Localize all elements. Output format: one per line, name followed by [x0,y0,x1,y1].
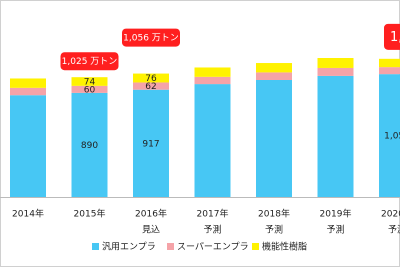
total-callout [60,52,119,71]
x-tick-note: 予測 [388,224,400,236]
bar-segment [256,80,292,197]
bar-segment [379,67,400,75]
x-tick-note: 見込 [142,225,160,236]
data-label: 890 [81,141,98,151]
bar-segment [71,77,108,86]
x-tick-note: 予測 [203,224,221,236]
bar-segment [317,67,354,76]
bar-segment [256,63,292,73]
data-label: 76 [145,74,157,84]
x-tick-label: 2017年 [197,208,229,220]
bar-segment [379,58,400,68]
data-label: 917 [142,139,159,149]
bar-segment [317,58,354,68]
bar-segment [71,85,108,93]
data-label: 74 [84,78,96,88]
x-tick-label: 2019年 [320,208,352,220]
total-label: 1,181 万トン [390,30,400,45]
bar-segment [317,75,354,197]
bar-segment [379,74,400,197]
bar-segment [10,95,46,197]
x-tick-label: 2016年 [135,208,167,220]
bar-segment [10,78,46,88]
bar-segment [133,82,169,90]
bar-segment [10,87,46,96]
bar-segment [194,76,231,85]
x-tick-label: 2015年 [74,208,106,220]
legend-swatch [167,243,174,250]
total-label: 1,056 万トン [123,34,179,44]
data-label: 60 [84,85,96,95]
legend-swatch [92,243,99,250]
x-tick-label: 2018年 [258,208,290,220]
data-label: 1,050 [384,132,400,142]
x-tick-note: 予測 [265,224,283,236]
bar-segment [194,67,231,77]
x-tick-label: 2014年 [12,208,44,220]
x-tick-note: 予測 [326,224,344,236]
legend-label: スーパーエンプラ [177,242,249,253]
total-callout [384,23,400,50]
bar-segment [256,72,292,80]
bar-segment [194,84,231,197]
legend-label: 機能性樹脂 [262,241,307,253]
total-label: 1,025 万トン [62,57,118,67]
legend-swatch [252,243,259,250]
legend-label: 汎用エンプラ [102,242,156,253]
bar-segment [71,92,108,197]
bar-segment [133,73,169,83]
x-tick-label: 2020年 [381,208,400,220]
total-callout [122,28,180,47]
data-label: 62 [145,82,156,92]
bar-segment [133,89,169,197]
